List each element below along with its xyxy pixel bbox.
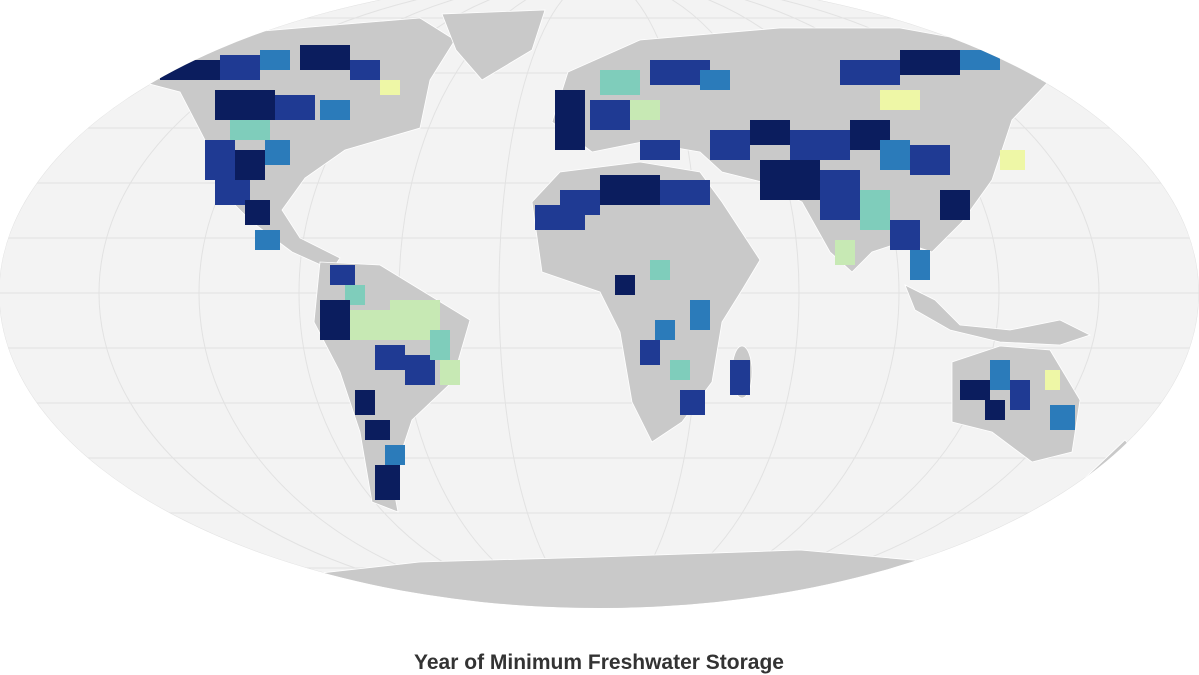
storage-cell	[555, 90, 585, 150]
storage-cell	[600, 175, 660, 205]
storage-cell	[640, 140, 680, 160]
storage-cell	[380, 80, 400, 95]
storage-cell	[245, 200, 270, 225]
storage-cell	[205, 140, 235, 180]
storage-cell	[670, 360, 690, 380]
storage-cell	[385, 445, 405, 465]
storage-cell	[710, 130, 750, 160]
storage-cell	[1000, 150, 1025, 170]
storage-cell	[660, 180, 710, 205]
storage-cell	[535, 205, 585, 230]
storage-cell	[365, 420, 390, 440]
storage-cell	[890, 220, 920, 250]
storage-cell	[350, 310, 390, 340]
storage-cell	[940, 190, 970, 220]
storage-cell	[300, 45, 350, 70]
storage-cell	[1045, 370, 1060, 390]
storage-cell	[655, 320, 675, 340]
storage-cell	[985, 400, 1005, 420]
storage-cell	[590, 100, 630, 130]
storage-cell	[600, 70, 640, 95]
storage-cell	[265, 140, 290, 165]
storage-cell	[860, 190, 890, 230]
storage-cell	[375, 465, 400, 500]
greenland	[441, 9, 546, 81]
storage-cell	[820, 170, 860, 220]
storage-cell	[700, 70, 730, 90]
storage-cell	[960, 380, 990, 400]
storage-cell	[730, 360, 750, 395]
storage-cell	[640, 340, 660, 365]
storage-cell	[760, 160, 820, 200]
storage-cell	[690, 300, 710, 330]
storage-cell	[990, 360, 1010, 390]
storage-cell	[880, 90, 920, 110]
storage-cell	[160, 60, 220, 80]
storage-cell	[220, 55, 260, 80]
storage-cell	[440, 360, 460, 385]
storage-cell	[320, 300, 350, 340]
storage-cell	[900, 50, 960, 75]
storage-cell	[255, 230, 280, 250]
storage-cell	[680, 390, 705, 415]
storage-cell	[215, 180, 250, 205]
storage-cell	[1050, 405, 1075, 430]
storage-cell	[630, 100, 660, 120]
storage-cell	[330, 265, 355, 285]
storage-cell	[355, 390, 375, 415]
maritime-asia	[904, 284, 1092, 346]
storage-cell	[960, 50, 1000, 70]
storage-cell	[1040, 60, 1070, 80]
storage-cell	[320, 100, 350, 120]
storage-cell	[910, 250, 930, 280]
storage-cell	[215, 90, 275, 120]
storage-cell	[650, 260, 670, 280]
storage-cell	[750, 120, 790, 145]
storage-cell	[1010, 380, 1030, 410]
map-title: Year of Minimum Freshwater Storage	[414, 651, 784, 674]
storage-cell	[840, 60, 900, 85]
storage-cell	[430, 330, 450, 360]
africa	[531, 161, 761, 443]
storage-cell	[235, 150, 265, 180]
storage-cell	[835, 240, 855, 265]
storage-cell	[375, 345, 405, 370]
storage-cell	[880, 140, 910, 170]
storage-cell	[230, 120, 270, 140]
storage-cell	[275, 95, 315, 120]
storage-cell	[910, 145, 950, 175]
storage-cell	[790, 130, 850, 160]
storage-cell	[350, 60, 380, 80]
storage-cell	[615, 275, 635, 295]
storage-cell	[260, 50, 290, 70]
